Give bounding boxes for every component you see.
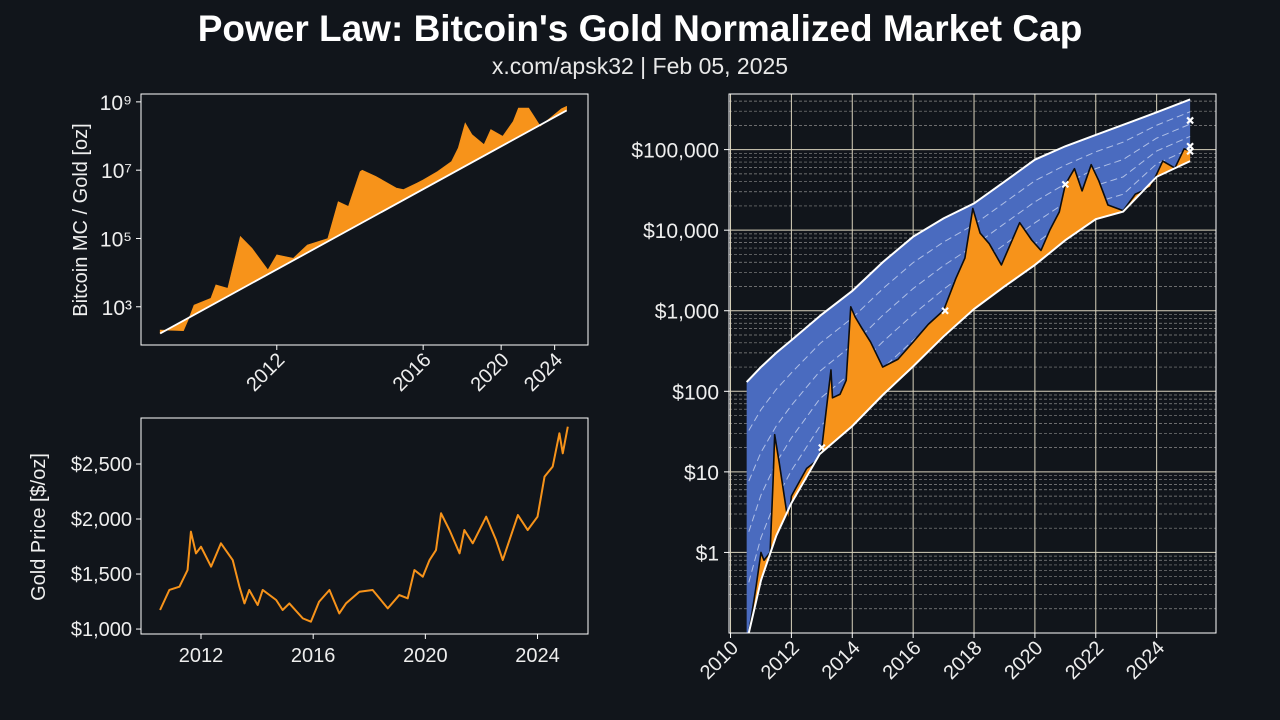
x-tick-label: 2020	[403, 645, 448, 667]
bitcoin-price-line	[747, 148, 1191, 634]
x-tick-label: 2014	[818, 637, 865, 684]
chart-title: Power Law: Bitcoin's Gold Normalized Mar…	[197, 8, 1083, 49]
power-law-band	[746, 99, 1191, 633]
marker-x	[1186, 147, 1194, 156]
x-tick-label: 2018	[940, 637, 987, 684]
band-quantile-line	[748, 135, 1191, 532]
x-tick-label: 2012	[179, 645, 224, 667]
bitcoin-price-chart: $1 $10 $100 $1,000 $10,000 $100,000 2010 2012 20…	[631, 93, 1217, 684]
x-tick-label: 2024	[515, 645, 560, 667]
y-tick-label: $1,000	[655, 301, 719, 324]
y-tick-label: $100,000	[631, 140, 719, 163]
y-tick-label: $2,000	[71, 509, 132, 531]
y-tick-label: 10⁹	[100, 92, 132, 115]
x-tick-label: 2016	[291, 645, 336, 667]
marker-x	[1061, 180, 1070, 189]
x-tick-label: 2016	[389, 349, 436, 396]
plot-frame	[728, 93, 1217, 634]
band-lower-line	[747, 160, 1191, 634]
y-tick-label: $10	[684, 462, 719, 485]
y-tick-label: 10⁷	[101, 160, 132, 183]
marker-x	[1186, 116, 1194, 125]
x-tick-label: 2024	[1122, 637, 1169, 684]
marker-x	[941, 306, 949, 315]
x-tick-label: 2016	[879, 637, 926, 684]
ratio-chart: 10³ 10⁵ 10⁷ 10⁹ 2012 2016 2020 2024	[100, 92, 589, 396]
x-tick-label: 2020	[1000, 637, 1047, 684]
gold-price-chart: $1,000 $1,500 $2,000 $2,500 2012 2016 2020 2024	[71, 417, 589, 667]
y-tick-label: $10,000	[643, 220, 719, 243]
x-tick-label: 2022	[1061, 637, 1108, 684]
plot-frame	[140, 417, 589, 635]
power-law-line	[159, 109, 568, 335]
x-tick-label: 2024	[520, 349, 567, 396]
y-tick-label: $2,500	[71, 454, 132, 476]
y-tick-label: $1	[696, 542, 719, 565]
x-tick-label: 2012	[242, 349, 289, 396]
x-tick-label: 2012	[757, 637, 804, 684]
y-tick-label: 10³	[102, 297, 132, 320]
chart-subtitle: x.com/apsk32 | Feb 05, 2025	[491, 53, 789, 79]
price-above-support-area	[748, 148, 1191, 634]
x-tick-label: 2010	[696, 637, 743, 684]
marker-x	[818, 443, 826, 452]
y-tick-label: 10⁵	[100, 228, 132, 251]
gold-price-line	[159, 426, 569, 623]
band-upper-line	[745, 98, 1191, 383]
ratio-ylabel: Bitcoin MC / Gold [oz]	[70, 123, 92, 316]
y-tick-label: $1,000	[71, 619, 132, 641]
gold-ylabel: Gold Price [$/oz]	[28, 453, 50, 601]
y-tick-label: $100	[672, 381, 719, 404]
y-tick-label: $1,500	[71, 564, 132, 586]
plot-frame	[140, 93, 589, 346]
x-tick-label: 2020	[467, 349, 514, 396]
